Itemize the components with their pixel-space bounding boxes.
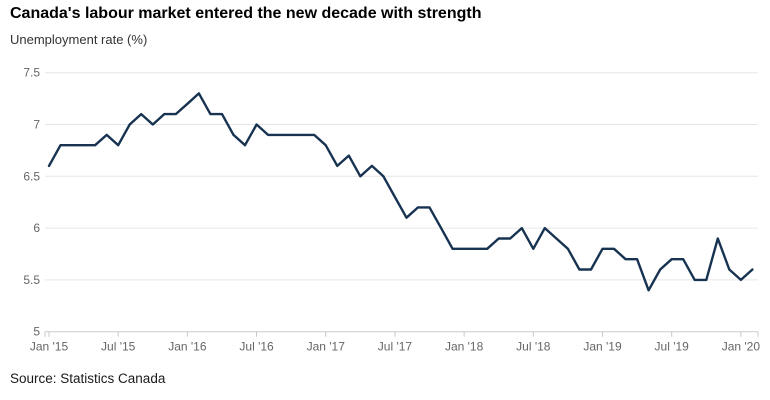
x-axis-label: Jan '20 <box>722 340 761 354</box>
x-axis-label: Jul '17 <box>378 340 413 354</box>
x-axis-label: Jul '18 <box>516 340 551 354</box>
chart-subtitle-y-axis-label: Unemployment rate (%) <box>10 32 148 47</box>
y-axis-label: 5.5 <box>23 273 40 287</box>
unemployment-rate-line <box>47 92 754 292</box>
x-axis-label: Jul '19 <box>655 340 690 354</box>
x-axis-label: Jan '18 <box>445 340 484 354</box>
x-axis-label: Jan '16 <box>168 340 207 354</box>
chart-title: Canada's labour market entered the new d… <box>10 5 482 22</box>
y-axis-label: 6 <box>33 221 40 235</box>
y-axis-label: 5 <box>33 325 40 339</box>
x-axis-label: Jul '15 <box>101 340 136 354</box>
source-credit: Source: Statistics Canada <box>10 371 166 386</box>
x-axis-label: Jan '19 <box>583 340 622 354</box>
x-axis-label: Jan '15 <box>30 340 69 354</box>
y-axis-label: 7.5 <box>23 66 40 80</box>
x-axis-label: Jul '16 <box>239 340 274 354</box>
x-axis-label: Jan '17 <box>307 340 346 354</box>
y-axis-label: 7 <box>33 118 40 132</box>
y-axis-label: 6.5 <box>23 169 40 183</box>
